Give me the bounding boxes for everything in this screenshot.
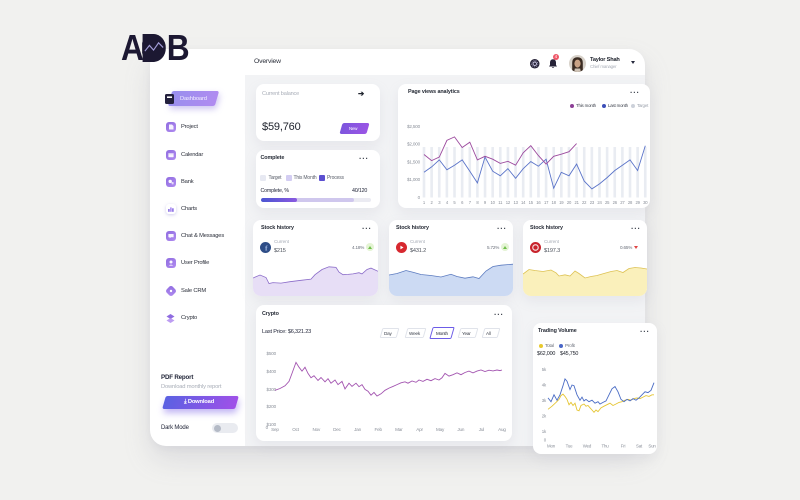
svg-text:26: 26 <box>613 200 618 205</box>
svg-text:2: 2 <box>431 200 434 205</box>
svg-text:$2,000: $2,000 <box>407 142 421 147</box>
svg-text:14: 14 <box>521 200 526 205</box>
svg-text:22: 22 <box>582 200 587 205</box>
svg-text:20: 20 <box>567 200 572 205</box>
svg-text:0: 0 <box>544 438 547 443</box>
svg-text:24: 24 <box>597 200 602 205</box>
svg-text:Apr: Apr <box>416 427 423 432</box>
svg-text:Aug: Aug <box>498 427 506 432</box>
svg-text:8: 8 <box>476 200 479 205</box>
svg-text:1k: 1k <box>542 429 547 434</box>
svg-text:$400: $400 <box>267 369 277 374</box>
svg-text:3k: 3k <box>542 398 547 403</box>
svg-text:13: 13 <box>513 200 518 205</box>
svg-text:15: 15 <box>529 200 534 205</box>
svg-text:Mar: Mar <box>395 427 403 432</box>
svg-text:Nov: Nov <box>312 427 321 432</box>
svg-text:Sat: Sat <box>636 444 643 449</box>
svg-text:Sep: Sep <box>271 427 279 432</box>
svg-text:30: 30 <box>643 200 648 205</box>
svg-text:Wed: Wed <box>583 444 592 449</box>
svg-text:10: 10 <box>491 200 496 205</box>
svg-text:Feb: Feb <box>375 427 383 432</box>
svg-text:Sun: Sun <box>648 444 656 449</box>
svg-text:4: 4 <box>446 200 449 205</box>
svg-text:5k: 5k <box>542 367 547 372</box>
svg-text:21: 21 <box>574 200 579 205</box>
svg-text:9: 9 <box>484 200 487 205</box>
svg-text:2k: 2k <box>542 414 547 419</box>
svg-text:Jul: Jul <box>479 427 484 432</box>
svg-text:29: 29 <box>635 200 640 205</box>
svg-text:$1,000: $1,000 <box>407 177 421 182</box>
svg-text:$1,500: $1,500 <box>407 159 421 164</box>
svg-text:16: 16 <box>536 200 541 205</box>
svg-text:17: 17 <box>544 200 549 205</box>
svg-text:23: 23 <box>590 200 595 205</box>
svg-text:6: 6 <box>461 200 464 205</box>
svg-text:Fri: Fri <box>621 444 626 449</box>
svg-text:18: 18 <box>552 200 557 205</box>
svg-text:27: 27 <box>620 200 625 205</box>
svg-text:25: 25 <box>605 200 610 205</box>
svg-text:19: 19 <box>559 200 564 205</box>
svg-text:$300: $300 <box>267 387 277 392</box>
svg-text:3: 3 <box>438 200 441 205</box>
svg-text:Dec: Dec <box>333 427 342 432</box>
svg-text:0: 0 <box>266 425 269 430</box>
svg-text:Thu: Thu <box>601 444 609 449</box>
svg-text:Oct: Oct <box>292 427 300 432</box>
svg-text:May: May <box>436 427 445 432</box>
svg-text:$2,500: $2,500 <box>407 124 421 129</box>
svg-text:Tue: Tue <box>566 444 574 449</box>
svg-text:$500: $500 <box>267 351 277 356</box>
svg-text:0: 0 <box>418 195 421 200</box>
svg-text:Mon: Mon <box>547 444 556 449</box>
svg-text:7: 7 <box>469 200 472 205</box>
svg-text:28: 28 <box>628 200 633 205</box>
svg-text:11: 11 <box>498 200 503 205</box>
svg-text:Jun: Jun <box>457 427 464 432</box>
svg-text:5: 5 <box>453 200 456 205</box>
svg-text:Jan: Jan <box>354 427 361 432</box>
svg-text:f: f <box>265 244 268 253</box>
svg-text:$200: $200 <box>267 404 277 409</box>
svg-text:1: 1 <box>423 200 426 205</box>
svg-text:4k: 4k <box>542 383 547 388</box>
svg-text:$100: $100 <box>267 422 277 427</box>
svg-text:12: 12 <box>506 200 511 205</box>
